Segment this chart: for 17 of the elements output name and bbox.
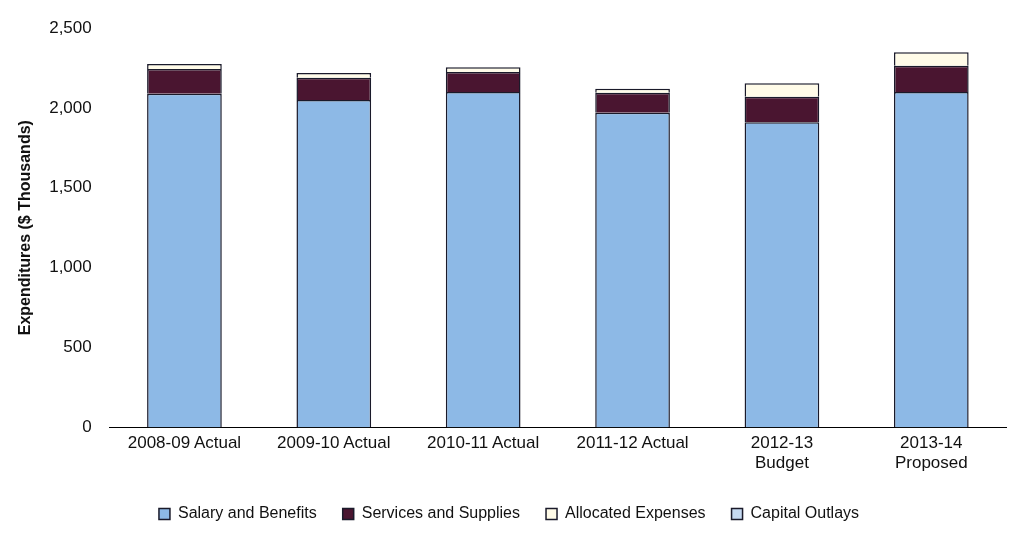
y-axis-title: Expenditures ($ Thousands) xyxy=(16,120,34,336)
x-tick-label: 2012-13 Budget xyxy=(750,433,814,473)
y-tick-label: 2,500 xyxy=(49,17,92,37)
x-tick-label: 2013-14 Proposed xyxy=(894,433,968,473)
y-tick-label: 1,000 xyxy=(49,257,92,277)
legend-label: Capital Outlays xyxy=(750,504,860,522)
x-tick-label: 2009-10 Actual xyxy=(277,433,391,453)
x-tick-label: 2008-09 Actual xyxy=(127,433,242,453)
x-tick-label: 2010-11 Actual xyxy=(427,433,540,453)
legend-label: Salary and Benefits xyxy=(177,504,317,522)
legend-label: Allocated Expenses xyxy=(565,504,706,522)
y-tick-label: 1,500 xyxy=(49,177,92,197)
y-tick-label: 2,000 xyxy=(49,97,92,117)
x-tick-label: 2011-12 Actual xyxy=(576,433,689,453)
legend-label: Services and Supplies xyxy=(361,504,521,522)
y-tick-label: 500 xyxy=(63,337,92,357)
y-tick-label: 0 xyxy=(82,416,92,436)
